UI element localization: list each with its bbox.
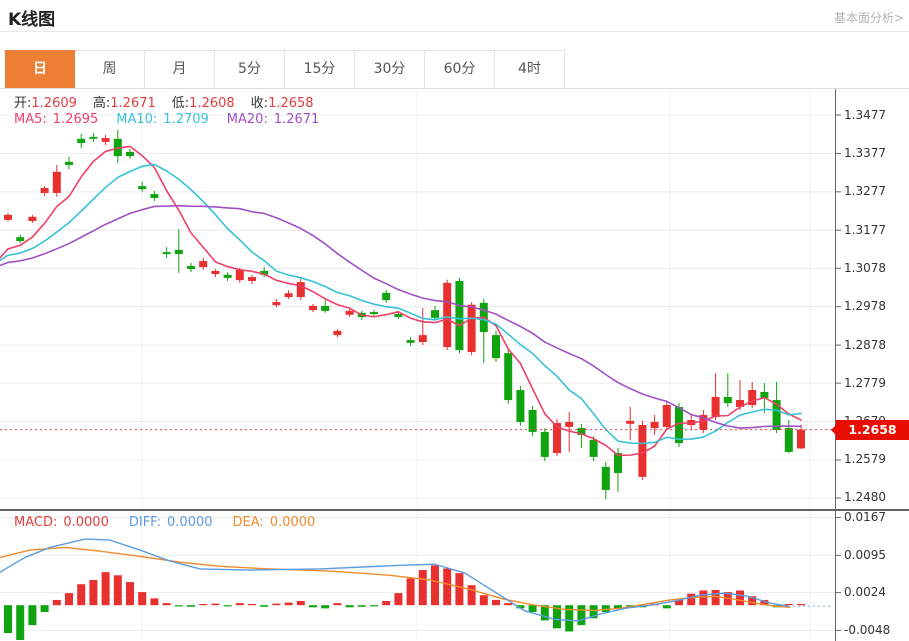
ohlc-legend: 开:1.2609 高:1.2671 低:1.2608 收:1.2658 bbox=[14, 92, 330, 111]
open-label: 开: bbox=[14, 96, 32, 111]
high-value: 1.2671 bbox=[110, 96, 156, 111]
low-value: 1.2608 bbox=[189, 96, 235, 111]
price-axis-label: 1.2480 bbox=[844, 490, 886, 505]
macd-axis-label: 0.0167 bbox=[844, 510, 886, 525]
price-axis-label: 1.2878 bbox=[844, 337, 886, 352]
price-axis-label: 1.3177 bbox=[844, 222, 886, 237]
tab-day[interactable]: 日 bbox=[5, 50, 75, 88]
price-axis-label: 1.3477 bbox=[844, 107, 886, 122]
chart-top-border bbox=[0, 88, 909, 89]
tab-30m[interactable]: 30分 bbox=[355, 50, 425, 88]
fundamental-analysis-link[interactable]: 基本面分析> bbox=[833, 11, 904, 25]
dea-label: DEA: bbox=[232, 515, 264, 530]
ma-legend: MA5: 1.2695 MA10: 1.2709 MA20: 1.2671 bbox=[14, 112, 325, 127]
ma20-label: MA20: bbox=[226, 112, 268, 127]
macd-label: MACD: bbox=[14, 515, 58, 530]
macd-axis-label: 0.0095 bbox=[844, 547, 886, 562]
price-axis-label: 1.2779 bbox=[844, 375, 886, 390]
macd-value: 0.0000 bbox=[63, 515, 109, 530]
macd-axis-label: 0.0024 bbox=[844, 585, 886, 600]
tab-bar: 日周月 5分 15分 30分 60分 4时 bbox=[5, 50, 565, 88]
macd-legend: MACD: 0.0000 DIFF: 0.0000 DEA: 0.0000 bbox=[14, 515, 321, 530]
current-price-tag: 1.2658 bbox=[831, 420, 909, 440]
tab-month[interactable]: 月 bbox=[145, 50, 215, 88]
close-label: 收: bbox=[250, 96, 269, 111]
diff-value: 0.0000 bbox=[167, 515, 213, 530]
close-value: 1.2658 bbox=[268, 96, 314, 111]
price-axis-label: 1.3277 bbox=[844, 184, 886, 199]
tab-5m[interactable]: 5分 bbox=[215, 50, 285, 88]
dea-value: 0.0000 bbox=[269, 515, 316, 530]
ma10-label: MA10: bbox=[116, 112, 158, 127]
ma20-value: 1.2671 bbox=[273, 112, 320, 127]
tab-4h[interactable]: 4时 bbox=[495, 50, 565, 88]
price-axis-label: 1.3377 bbox=[844, 145, 886, 160]
header-divider bbox=[0, 31, 909, 32]
ma10-value: 1.2709 bbox=[163, 112, 209, 127]
low-label: 低: bbox=[171, 96, 190, 111]
price-axis-label: 1.3078 bbox=[844, 260, 886, 275]
ma5-value: 1.2695 bbox=[52, 112, 99, 127]
price-axis-label: 1.2579 bbox=[844, 452, 886, 467]
price-axis-label: 1.2978 bbox=[844, 299, 886, 314]
macd-axis-label: -0.0048 bbox=[844, 622, 891, 637]
tab-60m[interactable]: 60分 bbox=[425, 50, 495, 88]
tab-week[interactable]: 周 bbox=[75, 50, 145, 88]
high-label: 高: bbox=[92, 96, 111, 111]
ma5-label: MA5: bbox=[14, 112, 47, 127]
page-title: K线图 bbox=[8, 10, 56, 30]
diff-label: DIFF: bbox=[128, 515, 162, 530]
open-value: 1.2609 bbox=[31, 96, 77, 111]
tab-15m[interactable]: 15分 bbox=[285, 50, 355, 88]
